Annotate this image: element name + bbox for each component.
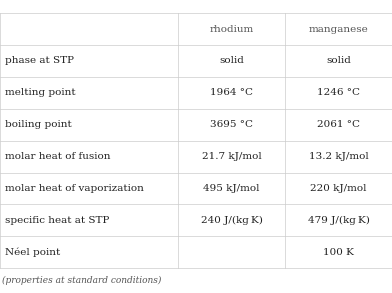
Text: molar heat of vaporization: molar heat of vaporization (5, 184, 143, 193)
Text: 13.2 kJ/mol: 13.2 kJ/mol (309, 152, 368, 161)
Text: melting point: melting point (5, 88, 75, 97)
Text: 220 kJ/mol: 220 kJ/mol (310, 184, 367, 193)
Text: 1246 °C: 1246 °C (317, 88, 360, 97)
Text: solid: solid (219, 57, 244, 65)
Text: molar heat of fusion: molar heat of fusion (5, 152, 110, 161)
Text: 240 J/(kg K): 240 J/(kg K) (201, 216, 263, 225)
Text: solid: solid (326, 57, 351, 65)
Text: (properties at standard conditions): (properties at standard conditions) (2, 276, 162, 285)
Text: 3695 °C: 3695 °C (210, 120, 253, 129)
Text: phase at STP: phase at STP (5, 57, 74, 65)
Text: manganese: manganese (309, 25, 368, 34)
Text: 1964 °C: 1964 °C (210, 88, 253, 97)
Text: 495 kJ/mol: 495 kJ/mol (203, 184, 260, 193)
Text: boiling point: boiling point (5, 120, 71, 129)
Text: rhodium: rhodium (210, 25, 254, 34)
Text: 2061 °C: 2061 °C (317, 120, 360, 129)
Text: 479 J/(kg K): 479 J/(kg K) (308, 216, 369, 225)
Text: 21.7 kJ/mol: 21.7 kJ/mol (202, 152, 261, 161)
Text: Néel point: Néel point (5, 247, 60, 257)
Text: specific heat at STP: specific heat at STP (5, 216, 109, 225)
Text: 100 K: 100 K (323, 248, 354, 257)
